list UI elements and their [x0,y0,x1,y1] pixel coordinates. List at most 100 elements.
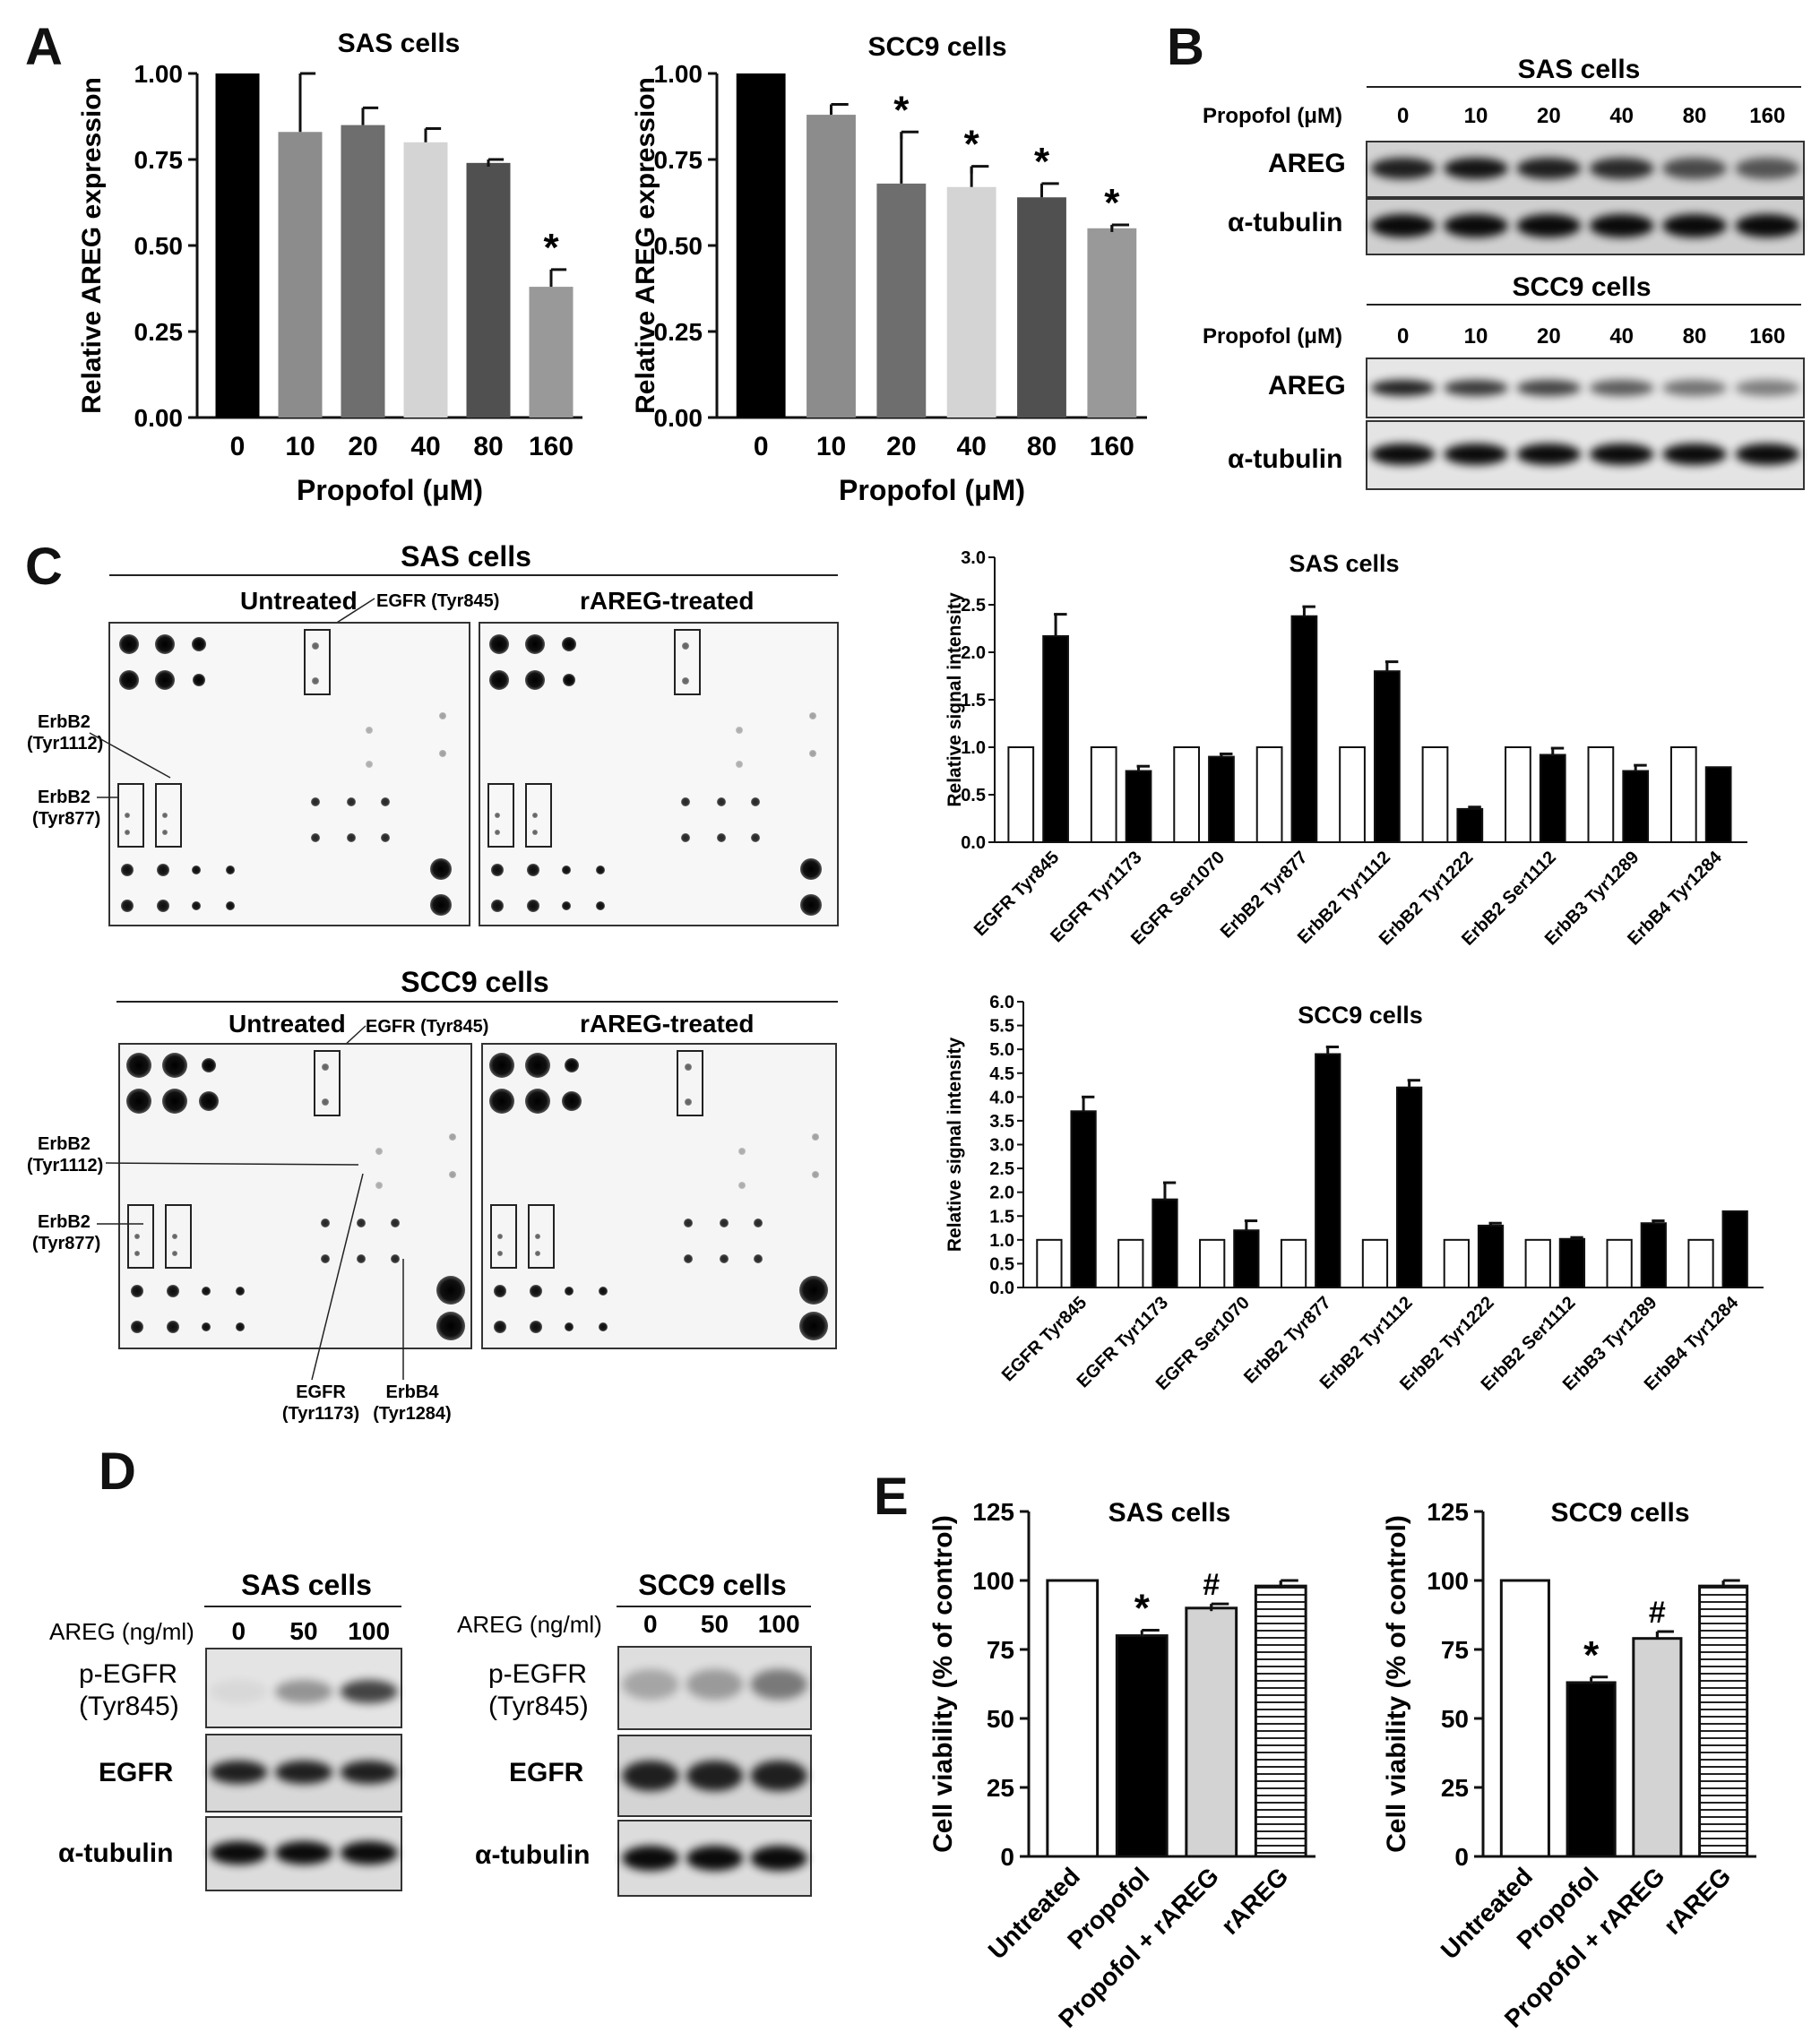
chart-c-scc9-bar [1640,1222,1667,1288]
array-sas-treated [479,622,839,926]
c-sas-untreated-dots-spot [121,864,134,876]
chart-e-sas-ytick-label: 0 [1000,1843,1014,1871]
blot-d-sas-pegfr-label-a: p-EGFR [79,1659,177,1689]
c-scc9-treated-dots-spot [565,1058,579,1072]
chart-c-scc9-bar [1199,1238,1226,1289]
b-sas-doses-lane-label: 160 [1749,104,1785,128]
c-sas-untreated-dots-spot [162,813,168,818]
d-sas-pegfr-bands-band [275,1680,332,1703]
chart-a-scc9-significance: * [964,123,980,167]
chart-c-sas-bar [1339,746,1366,843]
d-sas-tub-bands-band [340,1841,398,1864]
chart-c-sas-ylabel: Relative signal intensity [945,592,965,807]
chart-a-sas-bar [341,125,385,418]
chart-c-sas-ytick-label: 1.5 [961,691,986,710]
chart-a-sas-bar [466,162,511,418]
c-sas-untreated-dots-spot [366,761,373,768]
chart-a-scc9-category-label: 10 [816,432,846,461]
blot-b-scc9-dose-label: Propofol (μM) [1203,324,1342,349]
blot-d-scc9-egfr-label: EGFR [509,1758,584,1787]
chart-e-scc9-bar [1698,1584,1749,1858]
chart-a-sas-bar [278,132,323,418]
c-sas-untreated-dots-spot [162,830,168,835]
chart-e-scc9-ytick-label: 75 [1441,1636,1469,1664]
chart-c-sas-bar [1042,634,1069,843]
c-scc9-treated-dots-highlight-box [528,1204,555,1269]
chart-e-scc9-title: SCC9 cells [1550,1498,1689,1528]
c-sas-treated-dots-spot [751,833,760,842]
array-scc9-untreated-label: Untreated [229,1010,346,1038]
c-scc9-untreated-dots-spot [202,1287,211,1296]
chart-e-sas-title: SAS cells [1108,1498,1231,1528]
array-sas-treated-label: rAREG-treated [580,587,754,615]
c-scc9-untreated-dots-spot [375,1182,383,1189]
b-scc9-areg-bands-band [1662,380,1727,396]
c-scc9-untreated-dots-spot [172,1251,177,1256]
chart-a-scc9-bar [946,186,996,418]
chart-a-scc9-significance: * [893,88,910,132]
chart-a-sas-ylabel: Relative AREG expression [77,77,107,414]
b-sas-areg-bands-band [1516,158,1582,179]
array-scc9-treated-label: rAREG-treated [580,1010,754,1038]
c-sas-untreated-dots-highlight-box [117,783,144,848]
c-scc9-treated-dots-spot [685,1098,692,1106]
b-sas-areg-bands-band [1444,158,1508,179]
c-scc9-treated-dots-spot [684,1219,693,1227]
chart-c-sas-bar [1421,746,1449,843]
c-scc9-treated-dots-spot [535,1251,540,1256]
chart-a-scc9-category-label: 40 [956,432,986,461]
chart-a-sas-ytick-label: 0.75 [134,146,184,174]
c-sas-untreated-dots-spot [226,901,235,910]
chart-e-sas-ytick-label: 125 [972,1498,1014,1526]
chart-c-sas-bar [1456,807,1484,844]
chart-a-scc9-ytick-label: 0.50 [654,232,703,260]
c-sas-treated-dots-spot [525,670,545,690]
callout-sas-erbb2-1112-a: ErbB2 [38,712,91,732]
blot-d-sas-pegfr-label-b: (Tyr845) [79,1692,179,1721]
chart-a-scc9-ytick-label: 1.00 [654,60,703,88]
chart-e-sas-ylabel: Cell viability (% of control) [928,1515,958,1853]
chart-c-scc9-category-label: EGFR Tyr845 [998,1293,1091,1385]
b-sas-tub-bands-band [1444,214,1508,237]
chart-viability-scc9: SCC9 cells 0 25 50 75 100 125 Cell viability (%… [1382,1498,1756,2033]
chart-c-scc9-ytick-label: 2.0 [989,1184,1014,1203]
chart-c-scc9-bar [1524,1238,1551,1289]
b-scc9-tub-bands-band [1662,444,1727,465]
c-sas-treated-dots-spot [489,634,509,654]
b-sas-doses-lane-label: 10 [1464,104,1488,128]
c-scc9-treated-dots-spot [799,1312,828,1340]
callout-sas-egfr-845: EGFR (Tyr845) [376,591,499,611]
chart-c-sas-bar [1374,670,1401,844]
c-sas-treated-dots-spot [736,727,743,734]
c-scc9-untreated-dots-spot [199,1091,219,1111]
chart-e-scc9-significance: # [1649,1596,1666,1630]
d-sas-tub-bands-band [275,1841,332,1864]
c-scc9-untreated-dots-highlight-box [127,1204,154,1269]
c-scc9-untreated-dots-spot [167,1285,179,1297]
c-sas-treated-dots-spot [809,712,816,719]
blot-d-scc9-tubulin-label: α-tubulin [475,1840,590,1870]
blot-d-sas-title: SAS cells [241,1569,372,1601]
c-sas-untreated-dots-spot [119,634,139,654]
callout-scc9-egfr-845: EGFR (Tyr845) [366,1017,488,1037]
c-scc9-untreated-dots-spot [391,1219,400,1227]
chart-c-scc9-ytick-label: 3.0 [989,1136,1014,1156]
blot-b-sas-areg-label: AREG [1268,149,1346,178]
b-scc9-doses-lane-label: 10 [1464,324,1488,349]
c-scc9-untreated-dots-spot [357,1254,366,1263]
panel-letter-c: C [25,538,63,596]
chart-a-scc9-bar [1087,228,1137,418]
c-sas-untreated-dots-spot [125,813,130,818]
c-scc9-treated-dots-spot [535,1234,540,1239]
chart-e-sas-bar [1046,1579,1100,1858]
b-sas-tub-bands-band [1735,214,1800,237]
c-scc9-treated-dots-spot [720,1219,729,1227]
d-scc9-tub-bands-band [686,1846,744,1871]
c-sas-treated-dots-spot [525,634,545,654]
chart-a-sas-significance: * [543,226,559,270]
chart-e-sas-bar [1185,1606,1238,1858]
chart-a-scc9-ytick-label: 0.75 [654,146,703,174]
blot-b-scc9-areg-strip [1366,357,1805,418]
chart-e-scc9-ylabel: Cell viability (% of control) [1382,1515,1411,1853]
chart-e-scc9-ytick-label: 50 [1441,1705,1469,1733]
